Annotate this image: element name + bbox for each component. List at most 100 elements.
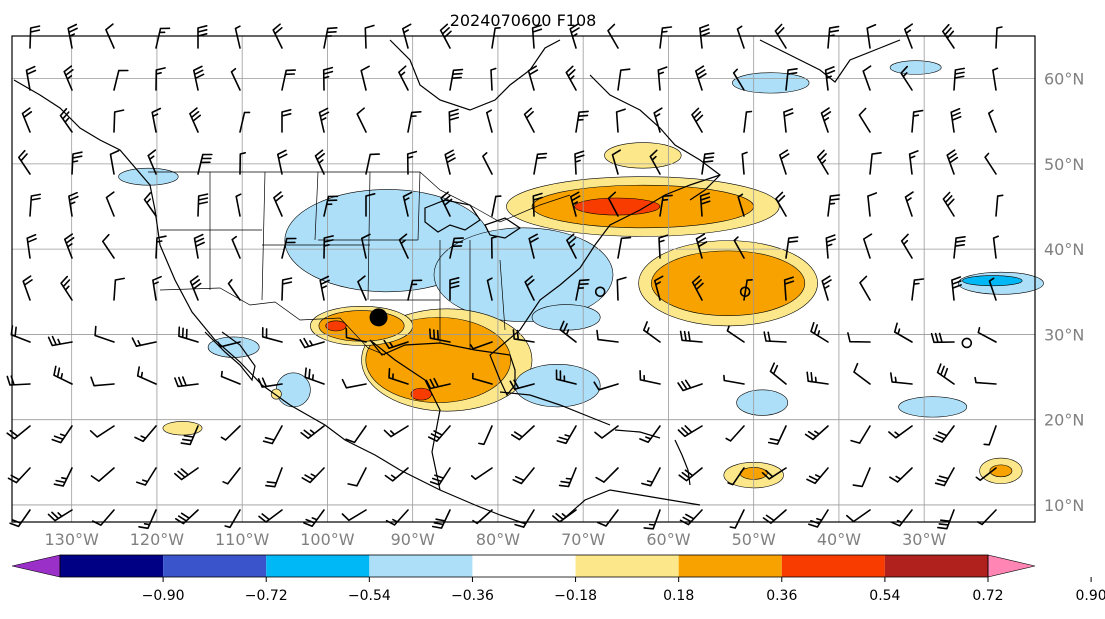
wind-barb <box>869 152 882 175</box>
wind-barb <box>105 191 115 217</box>
north-america-coastline <box>13 79 521 523</box>
wind-barb <box>272 23 283 49</box>
wind-barb <box>490 235 498 259</box>
wind-barb <box>911 109 924 133</box>
wind-barb <box>821 275 832 301</box>
wind-barb <box>531 24 543 49</box>
wind-barb <box>512 329 535 343</box>
wind-barb <box>299 337 325 349</box>
anomaly-contour <box>889 60 942 75</box>
wind-barb <box>847 332 871 343</box>
wind-barb <box>763 331 787 343</box>
colorbar-segment <box>163 555 267 577</box>
wind-barb <box>428 425 451 442</box>
wind-barb <box>360 65 370 91</box>
marker-layer <box>369 286 973 349</box>
wind-barb <box>71 151 83 175</box>
wind-barb <box>94 325 115 343</box>
wind-barb <box>323 27 338 49</box>
wind-barb <box>429 328 451 343</box>
wind-barb <box>852 467 871 488</box>
border-layer <box>148 171 571 356</box>
wind-barb <box>136 467 157 486</box>
wind-barb <box>318 107 330 133</box>
map-area <box>6 23 1044 530</box>
wind-barb <box>743 110 753 133</box>
wind-barb <box>523 107 535 133</box>
wind-barb <box>402 191 413 217</box>
wind-barb <box>482 152 493 175</box>
wind-barb <box>486 277 493 301</box>
wind-barb <box>984 152 997 175</box>
wind-barb <box>59 108 73 133</box>
wind-barb <box>60 275 73 301</box>
wind-barb <box>26 234 37 259</box>
wind-barb <box>904 191 914 217</box>
state-lines <box>160 171 506 350</box>
wind-barb <box>785 236 799 259</box>
wind-barb <box>197 153 213 175</box>
wind-barb <box>677 379 703 392</box>
wind-barb <box>113 277 125 301</box>
wind-barb <box>992 67 999 91</box>
wind-barb <box>180 425 199 446</box>
wind-barb <box>21 107 33 133</box>
wind-barb <box>616 276 627 301</box>
wind-barb <box>131 337 157 347</box>
wind-barb <box>890 372 913 385</box>
wind-barb <box>22 275 33 301</box>
wind-barb <box>281 277 293 301</box>
wind-barb <box>659 26 673 49</box>
wind-barb <box>361 233 371 259</box>
wind-barb <box>806 467 829 485</box>
wind-barb <box>261 327 283 343</box>
wind-barb <box>643 321 661 343</box>
longitude-label: 40°W <box>817 530 861 549</box>
wind-barb <box>356 107 367 133</box>
wind-barb <box>301 467 325 484</box>
wind-barb <box>995 26 1003 49</box>
wind-barb <box>47 335 73 347</box>
wind-barb <box>178 326 199 343</box>
wind-barb <box>53 365 73 385</box>
wind-barb <box>761 467 787 480</box>
baja-coastline <box>204 331 256 382</box>
wind-barb <box>908 150 919 175</box>
wind-barb <box>643 509 661 530</box>
anomaly-contour <box>651 250 806 316</box>
wind-barb <box>105 23 115 49</box>
wind-barb <box>733 236 745 259</box>
wind-barb <box>615 108 626 133</box>
map-title: 2024070600 F108 <box>450 11 597 30</box>
wind-barb <box>512 467 535 485</box>
anomaly-contour <box>962 275 1023 287</box>
greenland-coastline <box>759 39 901 83</box>
wind-barb <box>109 149 120 175</box>
wind-barb <box>197 193 209 217</box>
wind-barb <box>220 425 241 441</box>
anomaly-contour <box>604 142 682 169</box>
colorbar-frame <box>59 554 989 578</box>
wind-barb <box>449 277 460 301</box>
wind-barb <box>867 192 878 217</box>
wind-barb <box>239 111 251 133</box>
wind-barb <box>859 275 871 301</box>
colorbar-tick-label: 0.36 <box>766 588 797 604</box>
wind-barb <box>975 467 997 482</box>
colorbar-tick-label: −0.36 <box>451 588 494 604</box>
wind-barb <box>727 467 745 486</box>
wind-barb <box>134 425 157 443</box>
wind-barb <box>440 191 453 217</box>
south-america-coastline <box>559 489 701 523</box>
wind-barb <box>439 23 452 49</box>
wind-barb <box>470 467 493 480</box>
wind-barb <box>63 65 74 91</box>
wind-barb <box>824 66 836 91</box>
wind-barb <box>407 111 422 133</box>
wind-barb <box>64 233 75 259</box>
wind-barb <box>533 152 548 175</box>
wind-barb <box>429 467 451 486</box>
wind-barb <box>273 191 284 217</box>
wind-barb <box>29 25 41 49</box>
wind-barb <box>816 149 829 175</box>
